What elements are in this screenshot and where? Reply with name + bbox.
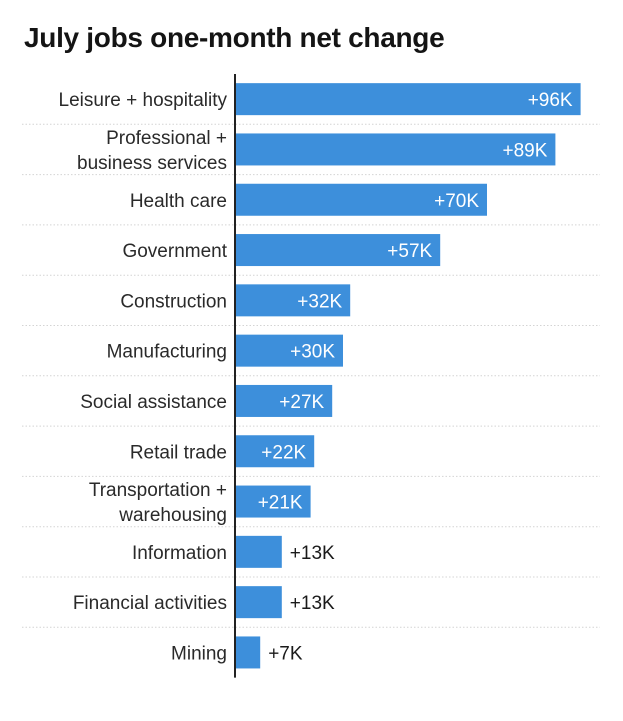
bar — [235, 384, 333, 417]
data-label: +96K — [528, 90, 573, 111]
data-label: +89K — [502, 140, 547, 161]
data-label: +30K — [290, 342, 335, 363]
category-label: Manufacturing — [107, 342, 227, 363]
data-label: +32K — [297, 291, 342, 312]
bar — [235, 334, 343, 367]
category-label: Professional + — [106, 128, 227, 149]
bar — [235, 586, 282, 619]
category-label: warehousing — [118, 505, 227, 526]
bar — [235, 284, 351, 317]
bar — [235, 485, 311, 518]
category-label: Leisure + hospitality — [59, 90, 228, 111]
data-label: +13K — [290, 593, 335, 614]
category-label: Financial activities — [73, 593, 227, 614]
category-label: Government — [122, 241, 227, 262]
data-label: +57K — [387, 241, 432, 262]
category-label: Retail trade — [130, 442, 227, 463]
data-label: +13K — [290, 543, 335, 564]
bar — [235, 183, 487, 216]
data-label: +70K — [434, 191, 479, 212]
data-label: +27K — [279, 392, 324, 413]
category-label: Transportation + — [89, 480, 227, 501]
bar — [235, 234, 441, 267]
category-label: business services — [77, 153, 227, 174]
category-label: Mining — [171, 643, 227, 664]
chart-title: July jobs one-month net change — [24, 22, 445, 53]
data-label: +22K — [261, 442, 306, 463]
bar — [235, 535, 282, 568]
bar — [235, 435, 315, 468]
bar — [235, 133, 556, 166]
category-label: Health care — [130, 191, 227, 212]
bar — [235, 83, 581, 116]
bar — [235, 636, 261, 669]
category-label: Information — [132, 543, 227, 564]
data-label: +21K — [258, 493, 303, 514]
category-label: Social assistance — [80, 392, 227, 413]
data-label: +7K — [268, 643, 303, 664]
category-label: Construction — [120, 291, 227, 312]
